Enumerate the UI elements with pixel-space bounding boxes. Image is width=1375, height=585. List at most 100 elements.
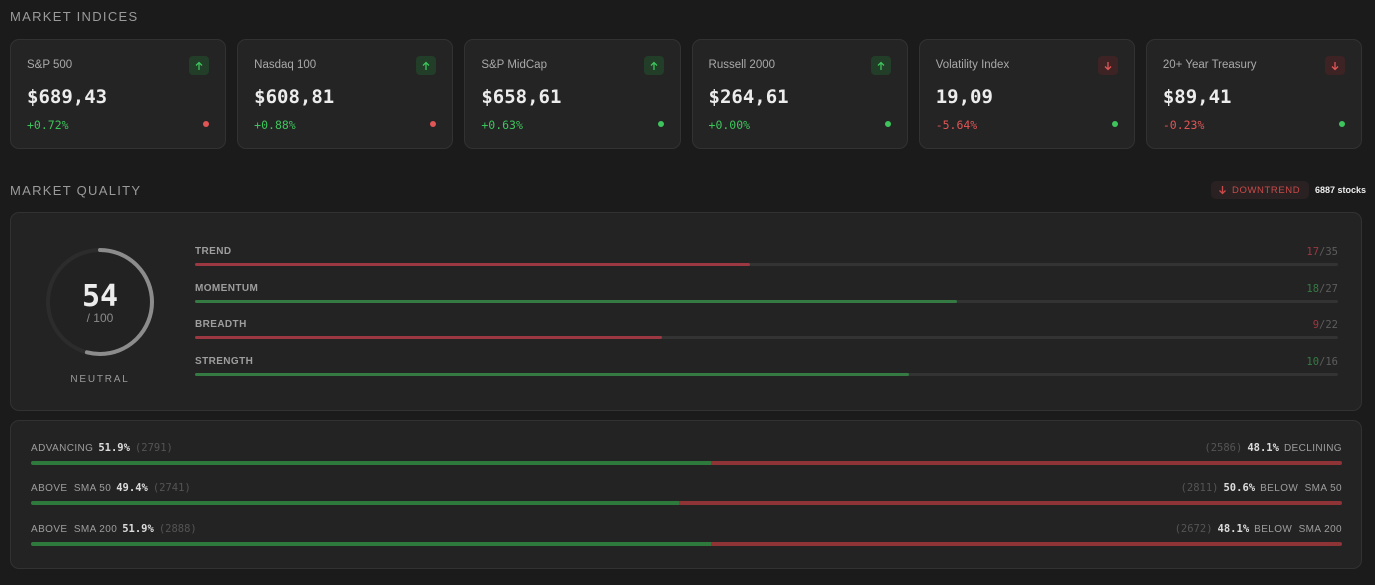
status-dot	[657, 121, 664, 127]
breadth-left: ADVANCING 51.9% (2791)	[31, 442, 173, 454]
metric-score-value: 9	[1312, 319, 1320, 331]
breadth-right-label: DECLINING	[1283, 443, 1342, 454]
breadth-right-count: (2811)	[1180, 482, 1219, 494]
index-cards: S&P 500 $689,43 +0.72% Nasdaq 100 $608,81 +0.…	[10, 39, 1363, 149]
index-card[interactable]: 20+ Year Treasury $89,41 -0.23%	[1145, 39, 1363, 149]
index-price: 19,09	[935, 86, 993, 108]
metric-score-total: /27	[1319, 283, 1338, 295]
breadth-bar-positive	[31, 461, 712, 465]
index-change: -0.23%	[1162, 118, 1205, 132]
index-change: +0.00%	[708, 118, 751, 132]
metric-score: 9/22	[1313, 319, 1338, 331]
breadth-row: ABOVE SMA 200 51.9% (2888) (2672) 48.1% BELOW…	[31, 523, 1342, 553]
metric-score: 17/35	[1306, 246, 1338, 258]
quality-score-arc	[46, 248, 154, 356]
metric-fill	[195, 300, 958, 303]
metric-score: 18/27	[1306, 283, 1338, 295]
metric-score: 10/16	[1306, 356, 1338, 368]
breadth-left-label: ABOVE SMA 200	[31, 524, 118, 535]
metric-score-value: 17	[1306, 246, 1320, 258]
breadth-right-count: (2586)	[1204, 442, 1243, 454]
market-indices-title: MARKET INDICES	[10, 9, 139, 24]
metric-fill	[195, 373, 910, 376]
metric-label: TREND	[195, 246, 232, 257]
breadth-right: (2811) 50.6% BELOW SMA 50	[1181, 482, 1342, 494]
metric-label: BREADTH	[195, 319, 247, 330]
breadth-left-pct: 51.9%	[98, 442, 130, 454]
market-quality-title: MARKET QUALITY	[10, 183, 142, 198]
metric-fill	[195, 263, 751, 266]
status-dot	[884, 121, 891, 127]
index-price: $89,41	[1162, 86, 1232, 108]
breadth-bar-negative	[678, 501, 1342, 505]
metric-track	[195, 263, 1338, 266]
index-name: S&P MidCap	[481, 59, 547, 71]
index-change: -5.64%	[935, 118, 978, 132]
arrow-down-icon	[1097, 56, 1118, 75]
breadth-left-pct: 49.4%	[116, 482, 148, 494]
breadth-bar	[31, 461, 1342, 465]
metric-track	[195, 336, 1338, 339]
trend-badge: DOWNTREND	[1211, 181, 1310, 199]
index-name: 20+ Year Treasury	[1162, 59, 1257, 71]
metric-score-total: /35	[1319, 246, 1338, 258]
index-name: Russell 2000	[708, 59, 775, 71]
breadth-right-pct: 50.6%	[1223, 482, 1256, 494]
breadth-right-pct: 48.1%	[1217, 523, 1250, 535]
status-dot	[1111, 121, 1118, 127]
index-change: +0.72%	[27, 118, 69, 132]
breadth-right-label: BELOW SMA 200	[1254, 524, 1342, 535]
breadth-left-label: ADVANCING	[31, 443, 94, 454]
metric-label: MOMENTUM	[195, 283, 259, 294]
index-card[interactable]: S&P 500 $689,43 +0.72%	[10, 39, 227, 149]
index-price: $264,61	[708, 86, 789, 108]
quality-score-gauge	[46, 248, 154, 356]
metric-track	[195, 373, 1338, 376]
arrow-up-icon	[643, 56, 664, 75]
breadth-left: ABOVE SMA 200 51.9% (2888)	[31, 523, 197, 535]
breadth-bar-negative	[711, 542, 1342, 546]
index-price: $608,81	[254, 86, 335, 108]
index-card[interactable]: Volatility Index 19,09 -5.64%	[918, 39, 1135, 149]
quality-score-value: 54	[81, 279, 119, 314]
breadth-left: ABOVE SMA 50 49.4% (2741)	[31, 482, 191, 494]
index-card[interactable]: Nasdaq 100 $608,81 +0.88%	[237, 39, 454, 149]
index-price: $689,43	[27, 86, 108, 108]
quality-metric-strength: STRENGTH 10/16	[195, 356, 1338, 386]
breadth-left-label: ABOVE SMA 50	[31, 483, 112, 494]
status-dot	[430, 121, 437, 127]
index-change: +0.63%	[481, 118, 523, 132]
breadth-bar	[31, 501, 1342, 505]
breadth-bar-positive	[31, 542, 712, 546]
arrow-up-icon	[870, 56, 891, 75]
stocks-count: 6887 stocks	[1315, 185, 1367, 195]
index-change: +0.88%	[254, 118, 296, 132]
metric-track	[195, 300, 1338, 303]
breadth-right-pct: 48.1%	[1247, 442, 1279, 454]
breadth-row: ADVANCING 51.9% (2791) (2586) 48.1% DECLINING	[31, 442, 1342, 472]
breadth-panel: ADVANCING 51.9% (2791) (2586) 48.1% DECLINING…	[10, 420, 1362, 569]
index-name: S&P 500	[27, 59, 73, 71]
quality-score-label: NEUTRAL	[70, 374, 130, 385]
status-dot	[203, 121, 210, 127]
market-quality-panel: 54 / 100 NEUTRAL TREND 17/35 MOMENTUM 18/27…	[10, 212, 1362, 411]
quality-metric-trend: TREND 17/35	[195, 246, 1338, 276]
breadth-left-count: (2888)	[158, 523, 197, 535]
arrow-down-icon	[1219, 186, 1226, 195]
metric-score-total: /22	[1319, 319, 1338, 331]
metric-fill	[195, 336, 663, 339]
index-card[interactable]: Russell 2000 $264,61 +0.00%	[691, 39, 908, 149]
quality-metric-momentum: MOMENTUM 18/27	[195, 283, 1338, 313]
quality-metric-breadth: BREADTH 9/22	[195, 319, 1338, 349]
trend-badge-label: DOWNTREND	[1232, 184, 1301, 196]
breadth-row: ABOVE SMA 50 49.4% (2741) (2811) 50.6% BELOW …	[31, 482, 1342, 512]
metric-score-value: 18	[1306, 283, 1320, 295]
arrow-down-icon	[1325, 56, 1346, 75]
breadth-right-label: BELOW SMA 50	[1260, 483, 1342, 494]
breadth-left-count: (2741)	[152, 482, 191, 494]
metric-score-value: 10	[1306, 356, 1320, 368]
arrow-up-icon	[189, 56, 210, 75]
index-card[interactable]: S&P MidCap $658,61 +0.63%	[464, 39, 681, 149]
breadth-bar	[31, 542, 1342, 546]
breadth-left-pct: 51.9%	[122, 523, 154, 535]
